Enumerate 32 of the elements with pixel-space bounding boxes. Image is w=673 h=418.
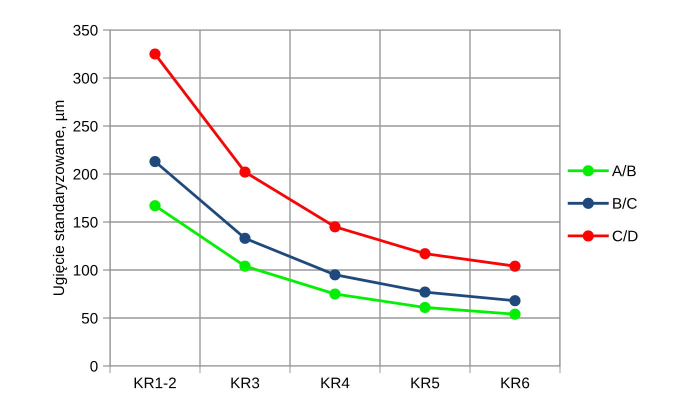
legend-label: B/C: [613, 198, 637, 209]
y-tick-label: 200: [73, 168, 98, 180]
point: [149, 200, 161, 212]
point: [239, 232, 251, 244]
point: [149, 48, 161, 60]
point: [419, 286, 431, 298]
point: [329, 269, 341, 280]
point: [149, 156, 161, 168]
legend-label: C/D: [612, 230, 638, 242]
point: [239, 166, 251, 178]
y-tick-label: 100: [74, 264, 98, 276]
y-axis-title: Ugięcie standaryzowane, µm: [52, 100, 68, 296]
point: [509, 260, 521, 272]
y-tick-label: 150: [74, 216, 98, 228]
point: [239, 260, 251, 272]
point: [509, 308, 521, 320]
legend-label: A/B: [612, 165, 636, 176]
x-tick-label: KR4: [321, 378, 350, 388]
x-tick-label: KR5: [411, 378, 440, 388]
y-tick-label: 350: [73, 24, 98, 36]
point: [419, 248, 431, 260]
y-tick-label: 300: [73, 72, 98, 84]
point: [329, 288, 341, 300]
y-tick-label: 50: [82, 312, 98, 324]
y-tick-label: 0: [90, 360, 98, 372]
x-tick-label: KR6: [501, 378, 530, 388]
point: [329, 221, 341, 232]
x-tick-label: KR3: [231, 378, 260, 388]
y-tick-label: 250: [73, 120, 98, 132]
point: [419, 302, 431, 313]
x-tick-label: KR1-2: [134, 378, 176, 388]
point: [509, 295, 521, 306]
